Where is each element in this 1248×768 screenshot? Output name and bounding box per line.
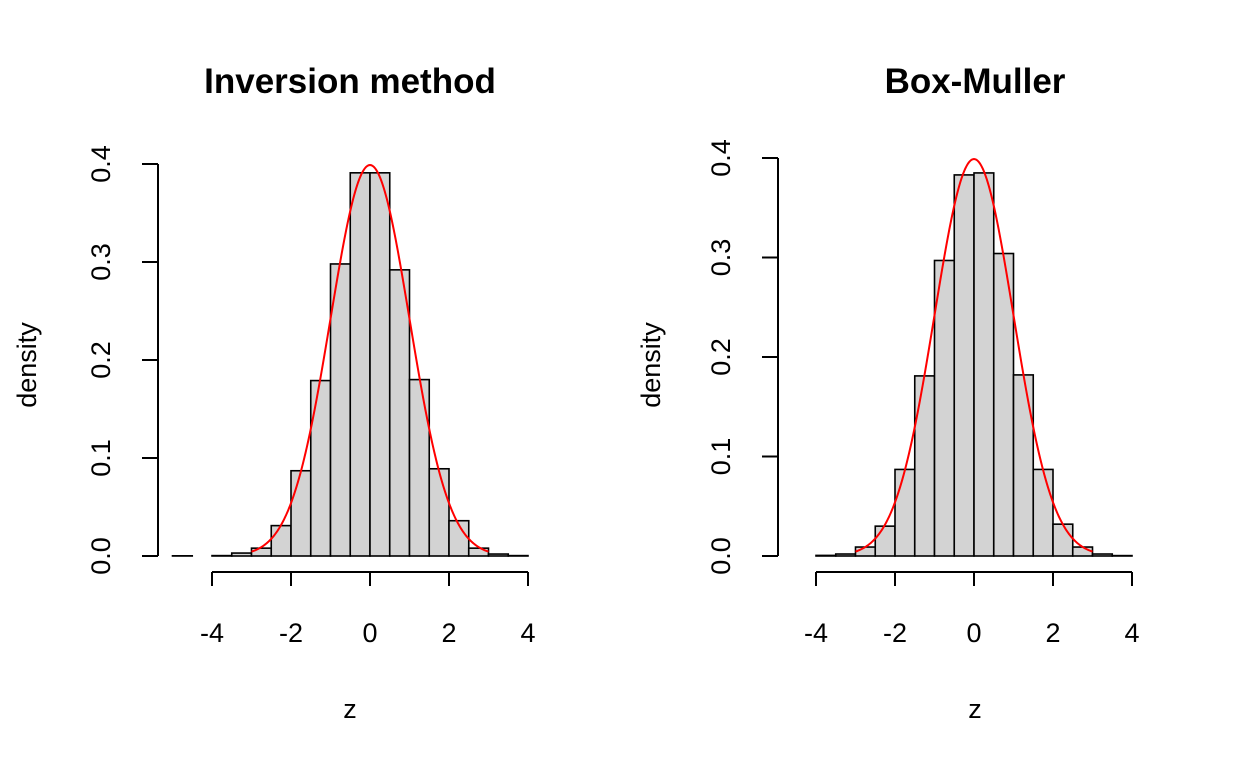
histogram-bar [913, 375, 936, 557]
histogram-bar [894, 468, 916, 557]
x-axis: -4 -2 0 2 4 [200, 571, 536, 648]
histogram-bar [1091, 553, 1114, 557]
x-tick-label: 2 [441, 618, 456, 648]
histogram-bar [230, 552, 253, 557]
histogram-bar [250, 547, 273, 557]
x-tick-label: -4 [200, 618, 224, 648]
y-tick-label: 0.1 [706, 438, 736, 476]
histogram-bar [388, 269, 411, 557]
y-tick-label: 0.4 [86, 145, 116, 183]
x-tick-label: -2 [279, 618, 303, 648]
y-axis-label: density [636, 322, 666, 408]
histogram-bar [1012, 374, 1035, 557]
x-tick-label: -4 [804, 618, 828, 648]
histogram-bar [874, 525, 896, 557]
x-tick-label: 4 [520, 618, 535, 648]
histogram-bar [815, 554, 837, 557]
panel-box-muller: Box-Muller z density -4 -2 0 2 4 0.00.10.20.… [636, 62, 1140, 724]
histogram-bar [973, 172, 995, 557]
x-tick-label: 0 [362, 618, 377, 648]
x-tick-label: -2 [883, 618, 907, 648]
y-axis: 0.0 0.1 0.2 0.3 0.4 [86, 145, 159, 575]
histogram-bar [329, 263, 352, 557]
histogram-bar [487, 553, 510, 557]
histogram-bar [408, 378, 431, 557]
y-tick-label: 0.3 [706, 239, 736, 277]
histogram-bar [428, 467, 450, 557]
histogram-bar [290, 469, 312, 557]
x-tick-label: 2 [1045, 618, 1060, 648]
chart-title: Inversion method [204, 62, 496, 101]
normal-density-curve [251, 164, 489, 553]
y-tick-label: 0.0 [86, 537, 116, 575]
histogram-bar [953, 174, 975, 557]
density-curve-group [251, 164, 489, 553]
x-axis: -4 -2 0 2 4 [804, 571, 1140, 648]
y-tick-label: 0.2 [706, 338, 736, 376]
histogram-bar [369, 172, 391, 557]
histogram-bar [270, 524, 292, 557]
panel-inversion-method: Inversion method z density -4 -2 0 2 4 0.00.… [12, 62, 536, 724]
x-axis-label: z [343, 694, 357, 724]
y-axis-label: density [12, 322, 42, 408]
y-tick-label: 0.2 [86, 341, 116, 379]
y-tick-label: 0.4 [706, 139, 736, 177]
bars-group [815, 172, 1133, 557]
histogram-bar [834, 553, 857, 557]
histogram-bar [933, 259, 956, 557]
y-tick-label: 0.3 [86, 243, 116, 281]
y-axis: 0.0 0.1 0.2 0.3 0.4 [706, 139, 779, 575]
histogram-bar [467, 547, 490, 557]
histogram-bar [1032, 468, 1054, 557]
normal-density-curve [855, 158, 1093, 553]
x-axis-label: z [968, 694, 982, 724]
y-tick-label: 0.1 [86, 439, 116, 477]
x-tick-label: 0 [966, 618, 981, 648]
density-curve-group [855, 158, 1093, 553]
histogram-bar [309, 379, 332, 557]
y-tick-label: 0.0 [706, 537, 736, 575]
histogram-bar [349, 172, 371, 557]
x-tick-label: 4 [1124, 618, 1139, 648]
histogram-bar [1052, 523, 1074, 557]
chart-title: Box-Muller [885, 62, 1066, 101]
